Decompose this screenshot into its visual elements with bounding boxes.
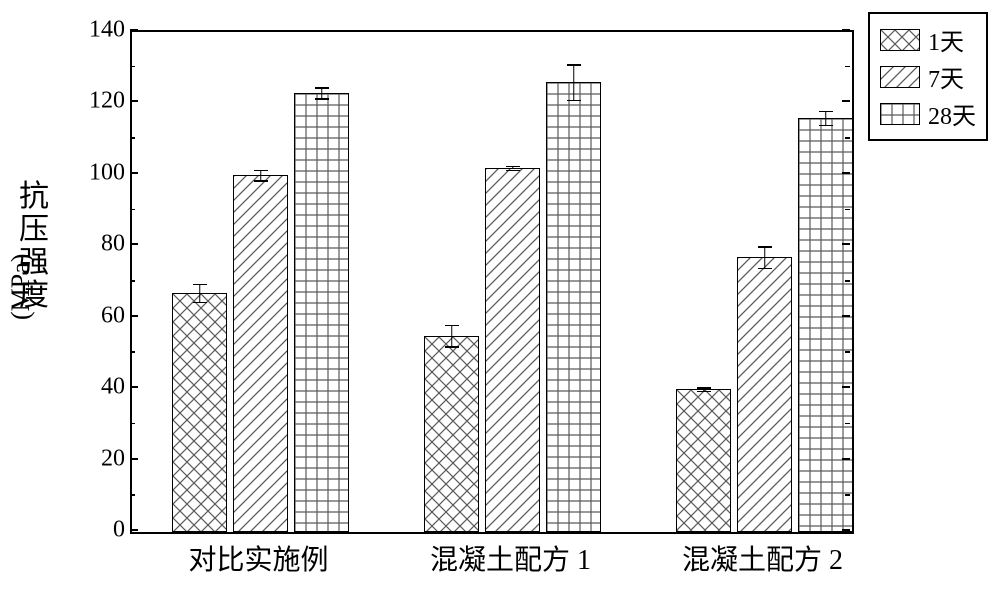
error-bar [573, 64, 575, 100]
error-bar [321, 87, 323, 98]
ytick-minor [845, 280, 850, 282]
error-cap [254, 170, 268, 172]
plot-area [130, 30, 854, 534]
legend-label: 1天 [928, 22, 964, 57]
ytick-mark [130, 386, 138, 388]
bar [233, 175, 288, 532]
ytick-mark [130, 243, 138, 245]
ytick-minor [130, 494, 135, 496]
bar [798, 118, 853, 532]
chart-container: 抗压强度 (MPa) 1天7天28天 020406080100120140对比实… [0, 0, 1000, 598]
ytick-label: 140 [75, 17, 125, 44]
ytick-mark [130, 458, 138, 460]
error-cap [445, 325, 459, 327]
error-cap [506, 166, 520, 168]
ytick-label: 120 [75, 88, 125, 115]
bar [294, 93, 349, 532]
bar [676, 389, 731, 532]
ytick-label: 40 [75, 374, 125, 401]
error-cap [506, 170, 520, 172]
error-cap [758, 268, 772, 270]
error-cap [697, 391, 711, 393]
error-cap [315, 87, 329, 89]
error-cap [697, 387, 711, 389]
bar [424, 336, 479, 532]
ytick-mark [842, 172, 850, 174]
legend-item: 7天 [880, 59, 976, 94]
error-cap [758, 246, 772, 248]
error-bar [764, 246, 766, 267]
ytick-minor [845, 66, 850, 68]
ytick-mark [842, 29, 850, 31]
legend-label: 28天 [928, 96, 976, 131]
error-bar [825, 111, 827, 125]
xtick-label: 混凝土配方 1 [430, 538, 591, 578]
ytick-minor [845, 494, 850, 496]
error-bar [260, 170, 262, 181]
ytick-minor [130, 137, 135, 139]
error-cap [445, 346, 459, 348]
ytick-mark [130, 529, 138, 531]
legend-swatch [880, 66, 920, 88]
xtick-label: 对比实施例 [188, 538, 328, 578]
ytick-label: 20 [75, 445, 125, 472]
ytick-label: 80 [75, 231, 125, 258]
ytick-minor [130, 209, 135, 211]
ytick-mark [130, 172, 138, 174]
error-cap [193, 302, 207, 304]
ytick-minor [845, 137, 850, 139]
ytick-mark [842, 100, 850, 102]
bar [737, 257, 792, 532]
y-axis-unit: (MPa) [6, 254, 36, 320]
legend-swatch [880, 29, 920, 51]
ytick-label: 0 [75, 517, 125, 544]
ytick-mark [842, 458, 850, 460]
ytick-minor [845, 351, 850, 353]
error-cap [315, 98, 329, 100]
ytick-mark [842, 529, 850, 531]
ytick-minor [845, 209, 850, 211]
legend: 1天7天28天 [868, 12, 988, 141]
ytick-mark [842, 243, 850, 245]
ytick-mark [130, 29, 138, 31]
error-cap [254, 180, 268, 182]
ytick-mark [130, 100, 138, 102]
error-cap [567, 64, 581, 66]
error-cap [567, 100, 581, 102]
error-cap [819, 125, 833, 127]
bar [485, 168, 540, 532]
ytick-label: 60 [75, 302, 125, 329]
error-cap [819, 111, 833, 113]
xtick-label: 混凝土配方 2 [682, 538, 843, 578]
ytick-minor [130, 351, 135, 353]
ytick-minor [130, 423, 135, 425]
legend-swatch [880, 103, 920, 125]
ytick-minor [130, 66, 135, 68]
ytick-mark [842, 386, 850, 388]
ytick-label: 100 [75, 159, 125, 186]
legend-item: 1天 [880, 22, 976, 57]
ytick-minor [845, 423, 850, 425]
legend-label: 7天 [928, 59, 964, 94]
error-bar [451, 325, 453, 346]
error-bar [199, 284, 201, 302]
bar [172, 293, 227, 532]
ytick-mark [842, 315, 850, 317]
ytick-minor [130, 280, 135, 282]
legend-item: 28天 [880, 96, 976, 131]
bar [546, 82, 601, 532]
ytick-mark [130, 315, 138, 317]
error-cap [193, 284, 207, 286]
